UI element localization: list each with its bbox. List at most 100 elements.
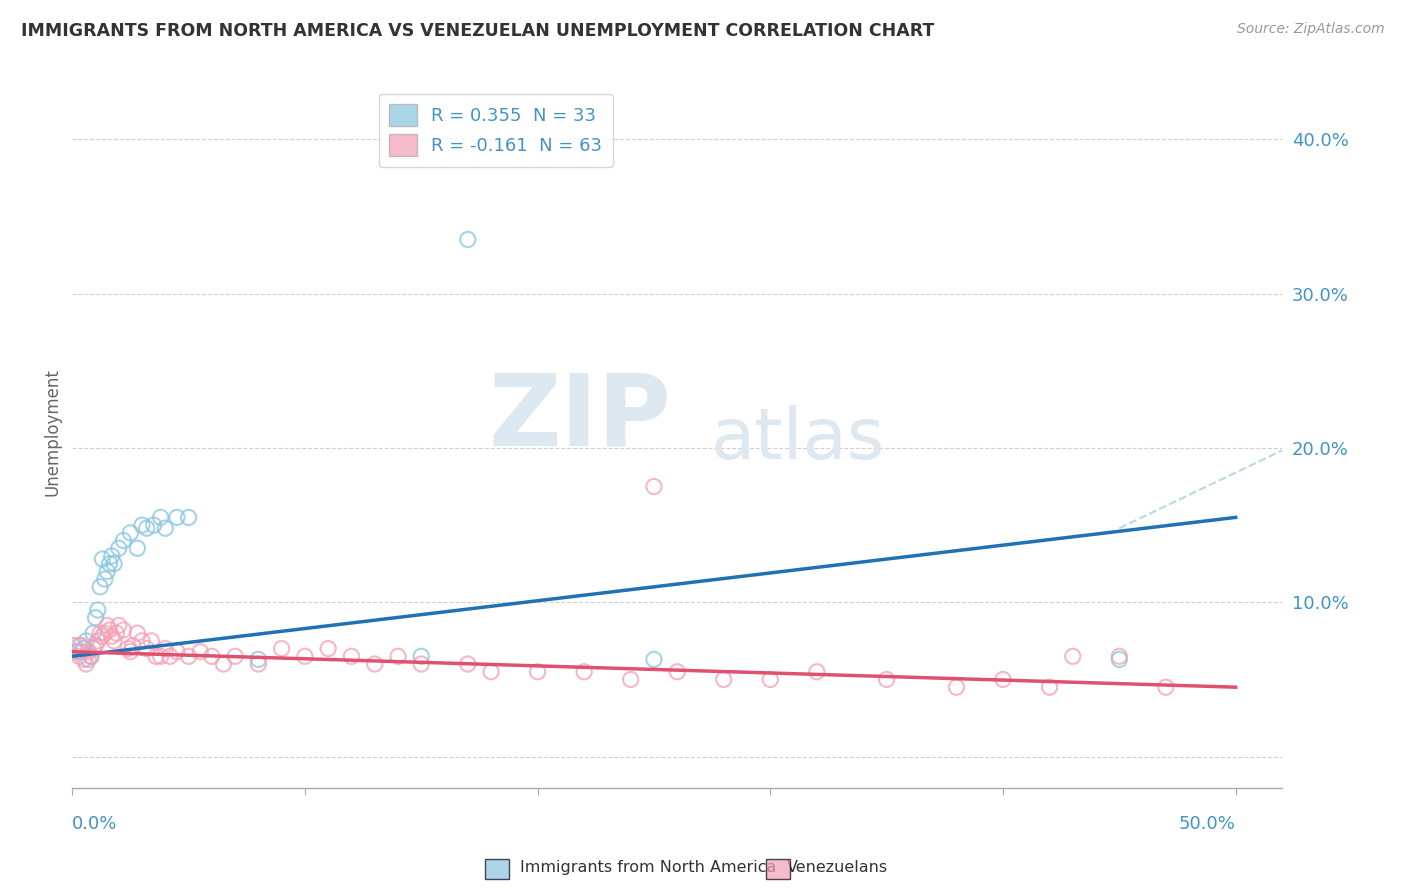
Point: [89, 626, 111, 640]
Point: [294, 649, 316, 664]
Point: [620, 673, 643, 687]
Point: [945, 680, 967, 694]
Point: [77, 645, 100, 659]
Point: [713, 673, 735, 687]
Point: [759, 673, 782, 687]
Point: [247, 657, 270, 671]
Point: [149, 510, 172, 524]
Point: [643, 652, 665, 666]
Point: [316, 641, 339, 656]
Point: [96, 565, 118, 579]
Point: [101, 629, 124, 643]
Point: [77, 652, 100, 666]
Point: [1108, 652, 1130, 666]
Point: [166, 645, 188, 659]
Point: [67, 649, 90, 664]
Point: [876, 673, 898, 687]
Point: [411, 657, 433, 671]
Point: [340, 649, 363, 664]
Point: [87, 633, 110, 648]
Point: [159, 649, 181, 664]
Point: [98, 623, 121, 637]
Point: [89, 580, 111, 594]
Point: [643, 479, 665, 493]
Point: [1108, 649, 1130, 664]
Point: [131, 633, 153, 648]
Point: [75, 657, 97, 671]
Point: [120, 645, 142, 659]
Point: [101, 549, 124, 563]
Point: [201, 649, 224, 664]
Point: [94, 572, 117, 586]
Point: [270, 641, 292, 656]
Point: [135, 641, 157, 656]
Point: [80, 649, 103, 664]
Point: [411, 649, 433, 664]
Point: [149, 649, 172, 664]
Point: [73, 652, 96, 666]
Point: [177, 649, 200, 664]
Point: [1062, 649, 1084, 664]
Point: [806, 665, 828, 679]
Point: [224, 649, 246, 664]
Y-axis label: Unemployment: Unemployment: [44, 368, 60, 497]
Point: [364, 657, 387, 671]
Legend: R = 0.355  N = 33, R = -0.161  N = 63: R = 0.355 N = 33, R = -0.161 N = 63: [378, 94, 613, 167]
Point: [103, 633, 125, 648]
Point: [127, 541, 149, 556]
Point: [112, 533, 135, 548]
Point: [177, 510, 200, 524]
Point: [457, 233, 479, 247]
Point: [82, 641, 104, 656]
Point: [1038, 680, 1060, 694]
Point: [1154, 680, 1177, 694]
Point: [155, 641, 177, 656]
Point: [107, 618, 129, 632]
Point: [141, 633, 163, 648]
Point: [105, 626, 128, 640]
Text: IMMIGRANTS FROM NORTH AMERICA VS VENEZUELAN UNEMPLOYMENT CORRELATION CHART: IMMIGRANTS FROM NORTH AMERICA VS VENEZUE…: [21, 22, 935, 40]
Point: [103, 557, 125, 571]
Point: [666, 665, 689, 679]
Point: [98, 557, 121, 571]
Text: ZIP: ZIP: [489, 370, 672, 467]
Point: [67, 639, 90, 653]
Point: [70, 639, 93, 653]
Point: [96, 618, 118, 632]
Point: [66, 645, 89, 659]
Point: [121, 639, 143, 653]
Point: [526, 665, 548, 679]
Point: [387, 649, 409, 664]
Point: [120, 525, 142, 540]
Point: [82, 626, 104, 640]
Point: [80, 649, 103, 664]
Point: [457, 657, 479, 671]
Point: [63, 639, 86, 653]
Point: [84, 611, 107, 625]
Point: [212, 657, 235, 671]
Text: atlas: atlas: [711, 405, 886, 474]
Text: 0.0%: 0.0%: [72, 815, 118, 833]
Point: [145, 649, 167, 664]
Point: [247, 652, 270, 666]
Point: [142, 518, 165, 533]
Point: [87, 603, 110, 617]
Point: [91, 629, 114, 643]
Point: [572, 665, 595, 679]
Point: [75, 633, 97, 648]
Text: 50.0%: 50.0%: [1178, 815, 1236, 833]
Point: [479, 665, 502, 679]
Point: [107, 541, 129, 556]
Point: [112, 623, 135, 637]
Point: [91, 552, 114, 566]
Point: [127, 626, 149, 640]
Point: [166, 510, 188, 524]
Point: [131, 518, 153, 533]
Point: [991, 673, 1014, 687]
Point: [70, 645, 93, 659]
Text: Source: ZipAtlas.com: Source: ZipAtlas.com: [1237, 22, 1385, 37]
Point: [188, 645, 211, 659]
Point: [135, 521, 157, 535]
Text: Immigrants from North America: Immigrants from North America: [520, 860, 776, 874]
Point: [94, 626, 117, 640]
